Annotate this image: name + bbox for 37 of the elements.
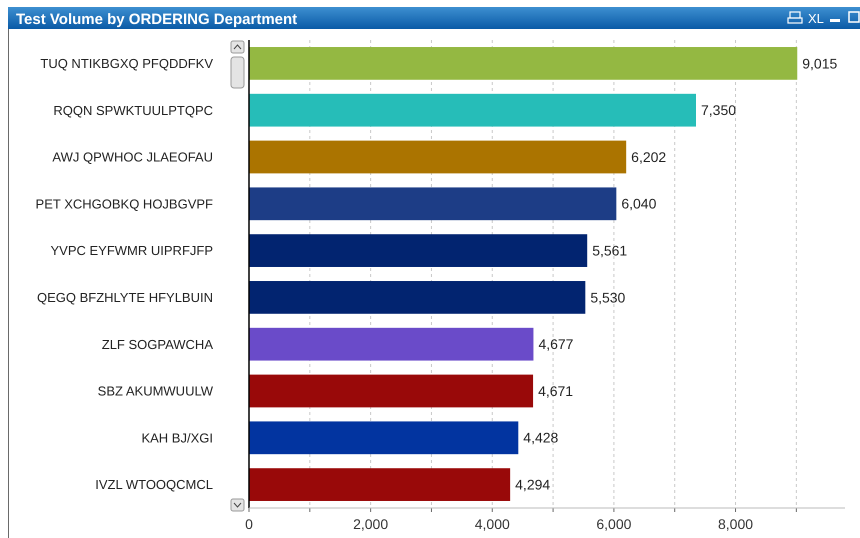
data-label: 5,561 — [592, 242, 628, 258]
data-label: 6,040 — [621, 196, 657, 212]
bar — [249, 374, 534, 408]
data-label: 4,294 — [515, 476, 550, 492]
bar — [249, 187, 616, 220]
data-label: 9,015 — [802, 55, 838, 72]
data-label: 6,202 — [631, 148, 666, 165]
x-tick-label: 6,000 — [596, 516, 632, 532]
y-tick-label: ZLF SOGPAWCHA — [102, 336, 214, 352]
bar — [249, 421, 518, 454]
y-tick-label: PET XCHGOBKQ HOJBGVPF — [36, 196, 214, 212]
chart-title: Test Volume by ORDERING Department — [16, 11, 298, 28]
y-tick-label: AWJ QPWHOC JLAEOFAU — [52, 150, 213, 165]
bar — [249, 328, 534, 361]
data-label: 7,350 — [701, 102, 736, 118]
x-tick-label: 8,000 — [718, 516, 754, 532]
x-tick-label: 2,000 — [353, 516, 388, 532]
bar — [249, 468, 510, 501]
y-tick-label: KAH BJ/XGI — [141, 430, 213, 446]
y-tick-label: IVZL WTOOQCMCL — [95, 477, 213, 492]
x-tick-label: 4,000 — [474, 516, 510, 532]
y-tick-label: TUQ NTIKBGXQ PFQDDFKV — [40, 56, 214, 71]
bar — [249, 234, 588, 267]
x-tick-label: 0 — [245, 516, 254, 532]
y-tick-label: RQQN SPWKTUULPTQPC — [53, 102, 213, 118]
y-tick-label: SBZ AKUMWUULW — [98, 384, 214, 399]
bar — [249, 281, 586, 314]
bar — [249, 47, 798, 80]
bar — [249, 94, 696, 127]
data-label: 5,530 — [590, 289, 626, 306]
data-label: 4,671 — [538, 382, 574, 399]
y-tick-label: YVPC EYFWMR UIPRFJFP — [50, 243, 213, 258]
data-label: 4,428 — [523, 430, 559, 446]
data-label: 4,677 — [538, 336, 574, 352]
bar — [249, 140, 626, 174]
y-tick-label: QEGQ BFZHLYTE HFYLBUIN — [36, 290, 213, 305]
text: XL — [808, 11, 824, 26]
